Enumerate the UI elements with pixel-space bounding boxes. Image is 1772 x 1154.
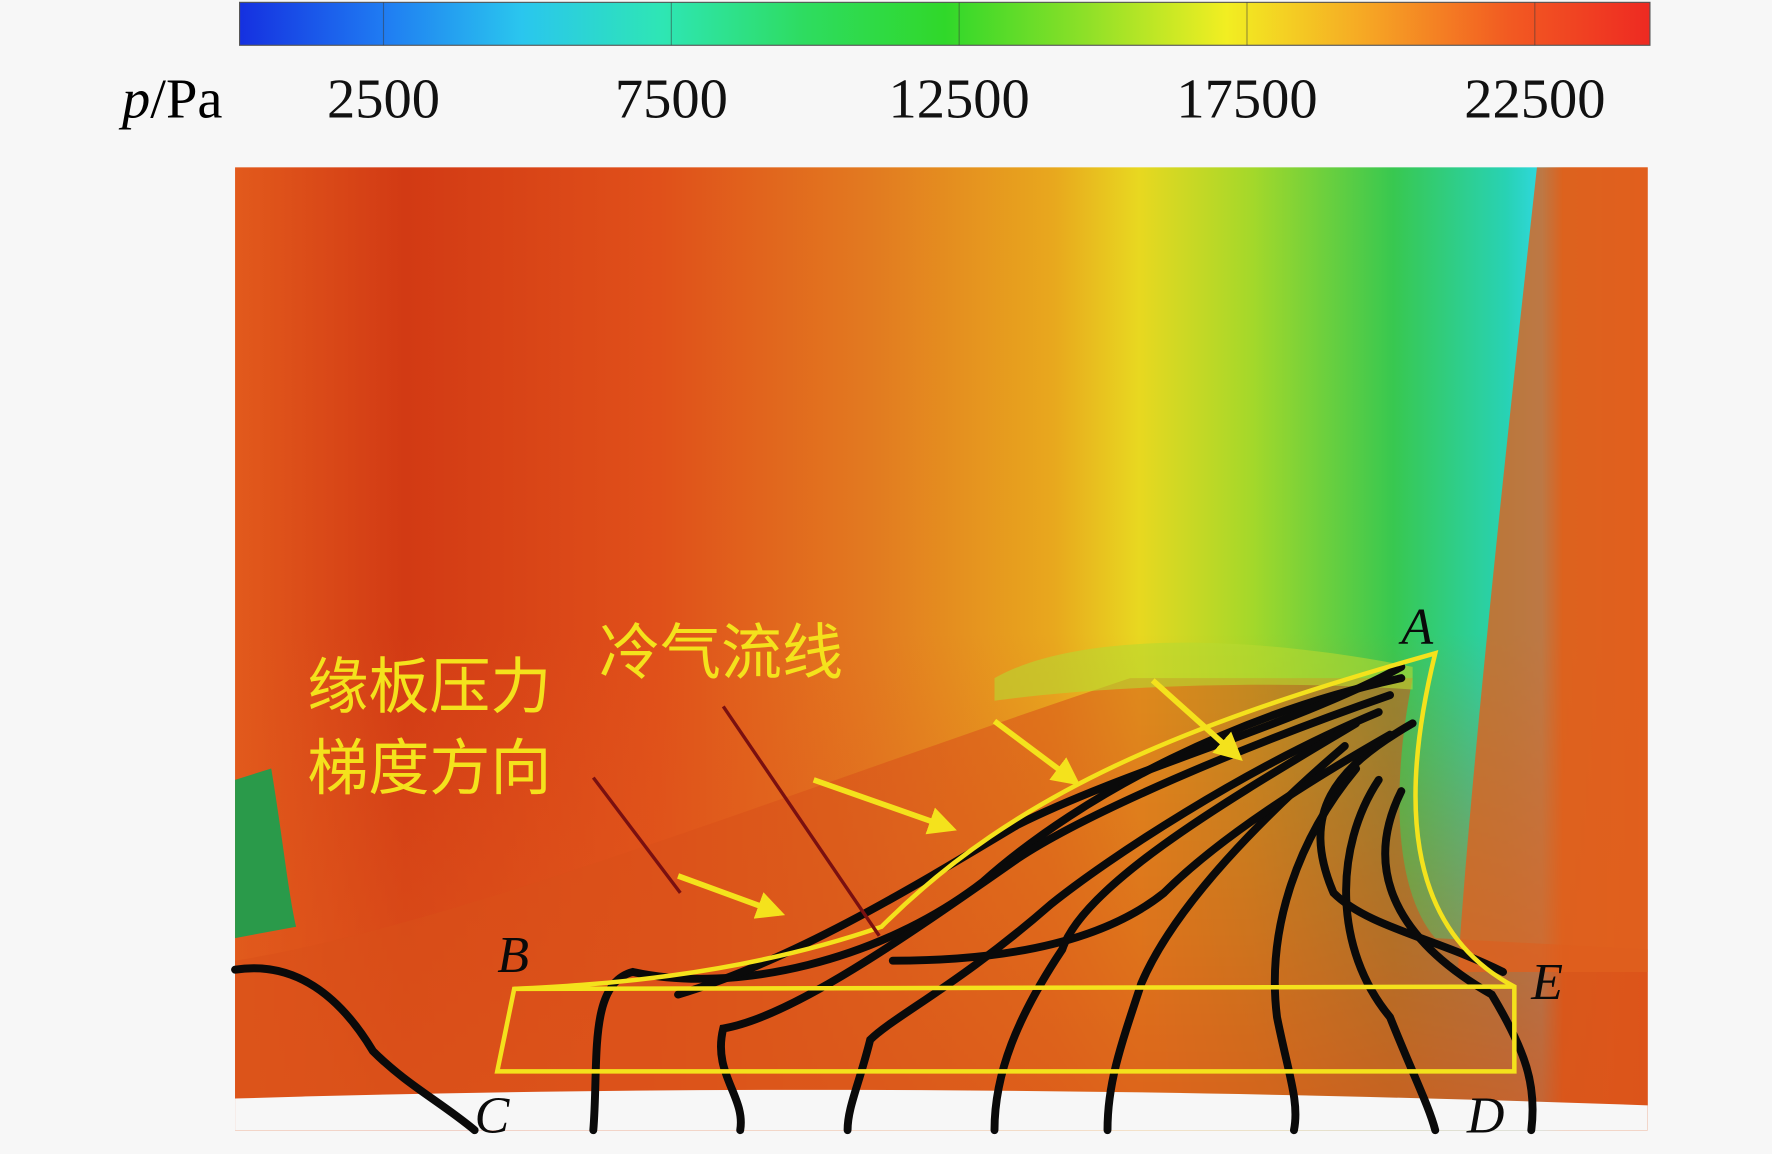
gradient-arrows: [677, 678, 1243, 919]
point-label: D: [1466, 1087, 1505, 1144]
highlight: [994, 642, 1413, 701]
point-label: C: [475, 1087, 511, 1144]
tick-label: 17500: [1176, 69, 1317, 131]
blade: [1457, 167, 1648, 972]
annotations: 缘板压力 梯度方向 冷气流线: [307, 618, 843, 804]
tick-label: 2500: [327, 69, 440, 131]
annotation: 冷气流线: [599, 618, 843, 689]
unit: /Pa: [150, 69, 222, 131]
colorbar-bar: [239, 1, 1651, 46]
point-label: A: [1398, 599, 1433, 656]
tick-label: 22500: [1464, 69, 1605, 131]
point-label: B: [497, 927, 529, 984]
leader-lines: [591, 705, 881, 937]
tick-label: 7500: [615, 69, 728, 131]
region-outline: [494, 650, 1517, 1074]
point-labels: A B C D E: [475, 599, 1563, 1144]
blade-root: [235, 768, 297, 939]
colorbar: 2500 7500 12500 17500 22500: [239, 1, 1651, 131]
annotation: 缘板压力: [307, 652, 551, 723]
point-label: E: [1530, 954, 1563, 1011]
annotation: 梯度方向: [307, 733, 551, 804]
tick-label: 12500: [889, 69, 1030, 131]
variable: p: [118, 69, 150, 131]
contour-plot: 缘板压力 梯度方向 冷气流线 A B C D E: [231, 167, 1648, 1144]
colorbar-label: p/Pa: [118, 69, 222, 131]
